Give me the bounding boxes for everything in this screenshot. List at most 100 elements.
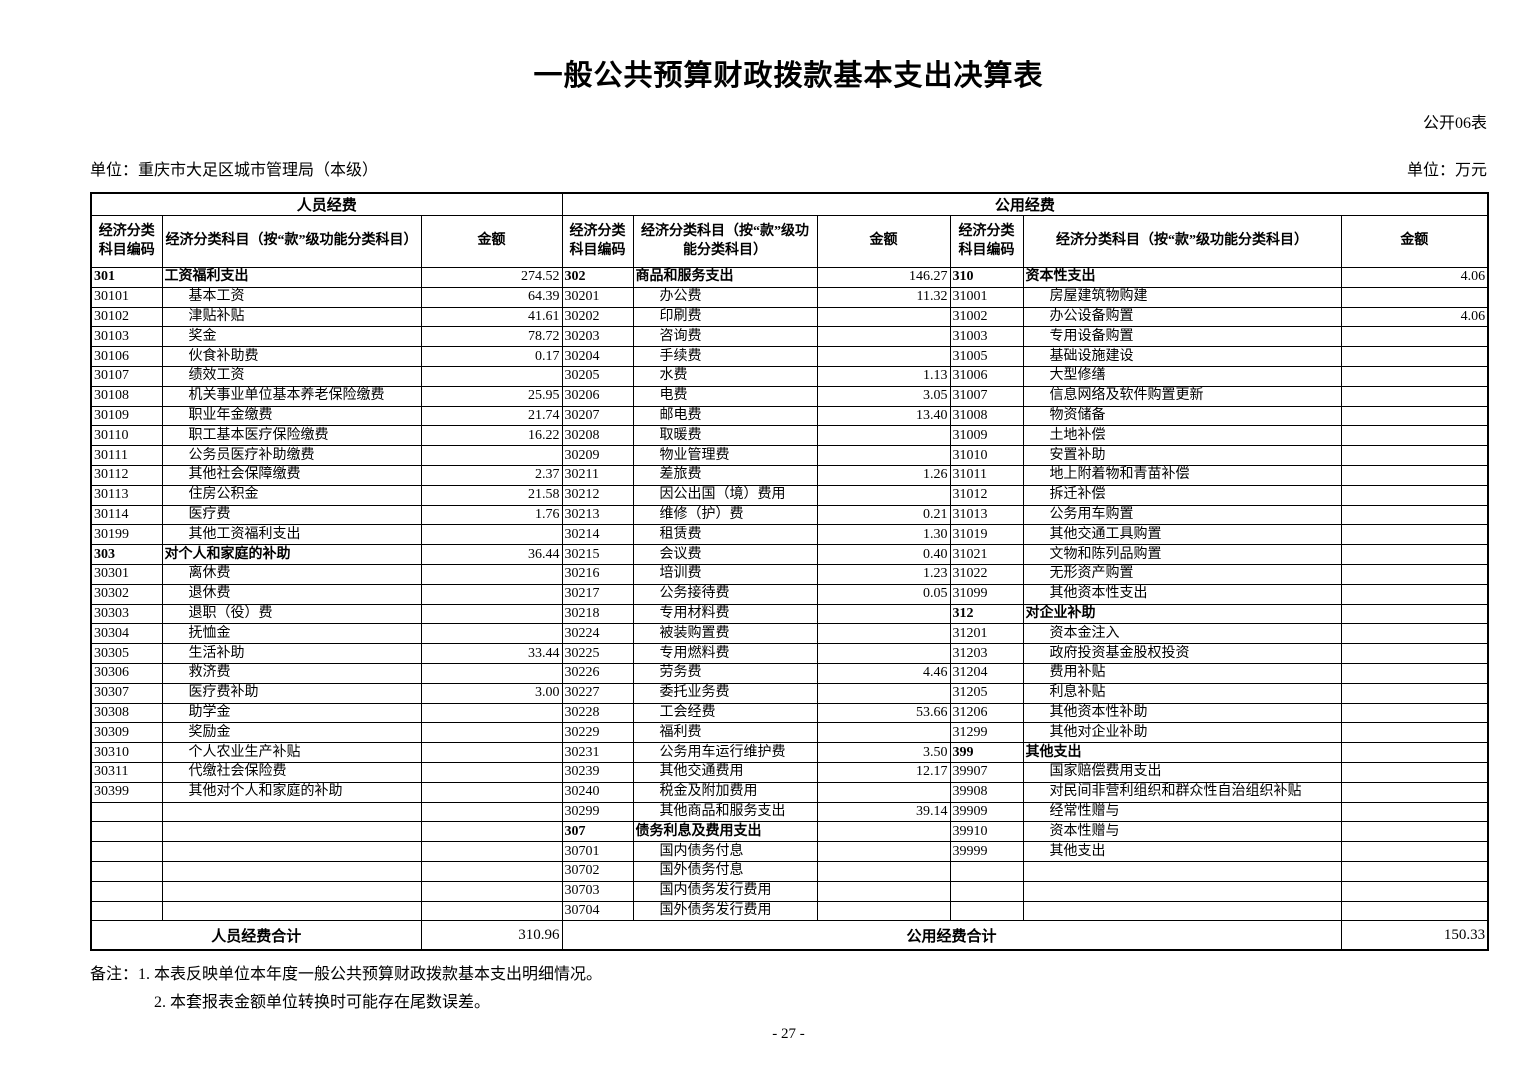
table-row: 30307 医疗费补助 3.00 30227 委托业务费 31205 利息补贴: [90, 682, 1489, 704]
code-cell: 31003: [949, 326, 1024, 348]
table-row: 30107 绩效工资 30205 水费 1.13 31006 大型修缮: [90, 365, 1489, 387]
subject-cell: 会议费: [632, 544, 818, 565]
code-cell: 30111: [90, 445, 163, 466]
subject-cell: 国内债务付息: [632, 841, 818, 862]
subject-cell: 其他工资福利支出: [161, 524, 422, 546]
code-cell: 30704: [561, 900, 634, 922]
amount-cell: 274.52: [420, 267, 563, 288]
subject-cell: 津贴补贴: [161, 306, 422, 328]
table-row: 30111 公务员医疗补助缴费 30209 物业管理费 31010 安置补助: [90, 445, 1489, 466]
table-row: 30113 住房公积金 21.58 30212 因公出国（境）费用 31012 拆迁补偿: [90, 484, 1489, 506]
personnel-total-amount: 310.96: [420, 920, 563, 951]
code-cell: 31012: [949, 484, 1024, 506]
code-cell: 31204: [949, 662, 1024, 684]
code-cell: 30201: [561, 286, 634, 308]
subject-cell: 资本金注入: [1022, 623, 1342, 645]
subject-cell: 物资储备: [1022, 405, 1342, 427]
code-cell: 30229: [561, 722, 634, 744]
code-cell: 31013: [949, 504, 1024, 526]
code-cell: 30225: [561, 643, 634, 664]
subject-cell: 其他支出: [1022, 841, 1342, 862]
col-header-code-1: 经济分类科目编码: [90, 215, 163, 268]
amount-cell: 0.21: [816, 504, 951, 526]
subject-cell: 基础设施建设: [1022, 346, 1342, 367]
subject-cell: 医疗费: [161, 504, 422, 526]
amount-cell: [1340, 722, 1489, 744]
code-cell: 31002: [949, 306, 1024, 328]
notes-prefix: 备注：: [90, 965, 139, 983]
subject-cell: 手续费: [632, 346, 818, 367]
table-row: 30199 其他工资福利支出 30214 租赁费 1.30 31019 其他交通工具购置: [90, 524, 1489, 546]
code-cell: 30205: [561, 365, 634, 387]
subject-cell: 无形资产购置: [1022, 563, 1342, 585]
code-cell: 39999: [949, 841, 1024, 862]
code-cell: [90, 821, 163, 843]
code-cell: 30202: [561, 306, 634, 328]
amount-cell: 78.72: [420, 326, 563, 348]
subject-cell: 资本性支出: [1022, 267, 1342, 288]
subject-cell: 其他资本性补助: [1022, 702, 1342, 724]
col-header-subject-3: 经济分类科目（按“款”级功能分类科目）: [1022, 215, 1342, 268]
table-row: 307 债务利息及费用支出 39910 资本性赠与: [90, 821, 1489, 843]
subject-cell: 退休费: [161, 583, 422, 605]
amount-cell: [420, 702, 563, 724]
code-cell: 30109: [90, 405, 163, 427]
code-cell: 30213: [561, 504, 634, 526]
amount-cell: 1.76: [420, 504, 563, 526]
amount-cell: [1340, 445, 1489, 466]
amount-cell: [816, 425, 951, 447]
amount-cell: [420, 524, 563, 546]
subject-cell: 安置补助: [1022, 445, 1342, 466]
code-cell: 30399: [90, 781, 163, 803]
subject-cell: 其他商品和服务支出: [632, 801, 818, 823]
code-cell: 30112: [90, 464, 163, 486]
code-cell: 31011: [949, 464, 1024, 486]
subject-cell: 维修（护）费: [632, 504, 818, 526]
subject-cell: 住房公积金: [161, 484, 422, 506]
amount-cell: [1340, 682, 1489, 704]
subject-cell: 医疗费补助: [161, 682, 422, 704]
subject-cell: 对民间非营利组织和群众性自治组织补贴: [1022, 781, 1342, 803]
code-cell: 31010: [949, 445, 1024, 466]
code-cell: 30102: [90, 306, 163, 328]
table-row: 30308 助学金 30228 工会经费 53.66 31206 其他资本性补助: [90, 702, 1489, 724]
code-cell: 307: [561, 821, 634, 843]
subject-cell: [1022, 860, 1342, 882]
amount-cell: [816, 484, 951, 506]
amount-cell: 3.50: [816, 742, 951, 763]
note-text-1: 1. 本表反映单位本年度一般公共预算财政拨款基本支出明细情况。: [138, 965, 603, 983]
subject-cell: 劳务费: [632, 662, 818, 684]
subject-cell: 离休费: [161, 563, 422, 585]
table-row: 30112 其他社会保障缴费 2.37 30211 差旅费 1.26 31011 地上附着物和…: [90, 464, 1489, 486]
code-cell: [90, 880, 163, 902]
code-cell: 30228: [561, 702, 634, 724]
amount-cell: [420, 445, 563, 466]
subject-cell: 奖金: [161, 326, 422, 348]
document-page: 一般公共预算财政拨款基本支出决算表 公开06表 单位：重庆市大足区城市管理局（本…: [90, 0, 1490, 1017]
subject-cell: 基本工资: [161, 286, 422, 308]
code-cell: 310: [949, 267, 1024, 288]
notes: 备注：1. 本表反映单位本年度一般公共预算财政拨款基本支出明细情况。 2. 本套…: [90, 961, 1487, 1017]
code-cell: 30208: [561, 425, 634, 447]
amount-cell: [1340, 286, 1489, 308]
col-header-amount-3: 金额: [1340, 215, 1489, 268]
amount-cell: 21.74: [420, 405, 563, 427]
subject-cell: 公务用车运行维护费: [632, 742, 818, 763]
amount-cell: [816, 643, 951, 664]
subject-cell: 公务用车购置: [1022, 504, 1342, 526]
code-cell: 30203: [561, 326, 634, 348]
code-cell: 30209: [561, 445, 634, 466]
amount-cell: [1340, 761, 1489, 783]
org-unit-label: 单位：重庆市大足区城市管理局（本级）: [90, 162, 379, 179]
amount-cell: [1340, 544, 1489, 565]
subject-cell: 电费: [632, 385, 818, 407]
page-title: 一般公共预算财政拨款基本支出决算表: [533, 60, 1044, 92]
subject-cell: 伙食补助费: [161, 346, 422, 367]
subject-cell: [1022, 880, 1342, 902]
currency-unit-label: 单位：万元: [1406, 162, 1487, 179]
subject-cell: 机关事业单位基本养老保险缴费: [161, 385, 422, 407]
code-cell: 39907: [949, 761, 1024, 783]
column-header-row: 经济分类科目编码 经济分类科目（按“款”级功能分类科目） 金额 经济分类科目编码…: [90, 215, 1489, 268]
code-cell: 31007: [949, 385, 1024, 407]
code-cell: [90, 860, 163, 882]
